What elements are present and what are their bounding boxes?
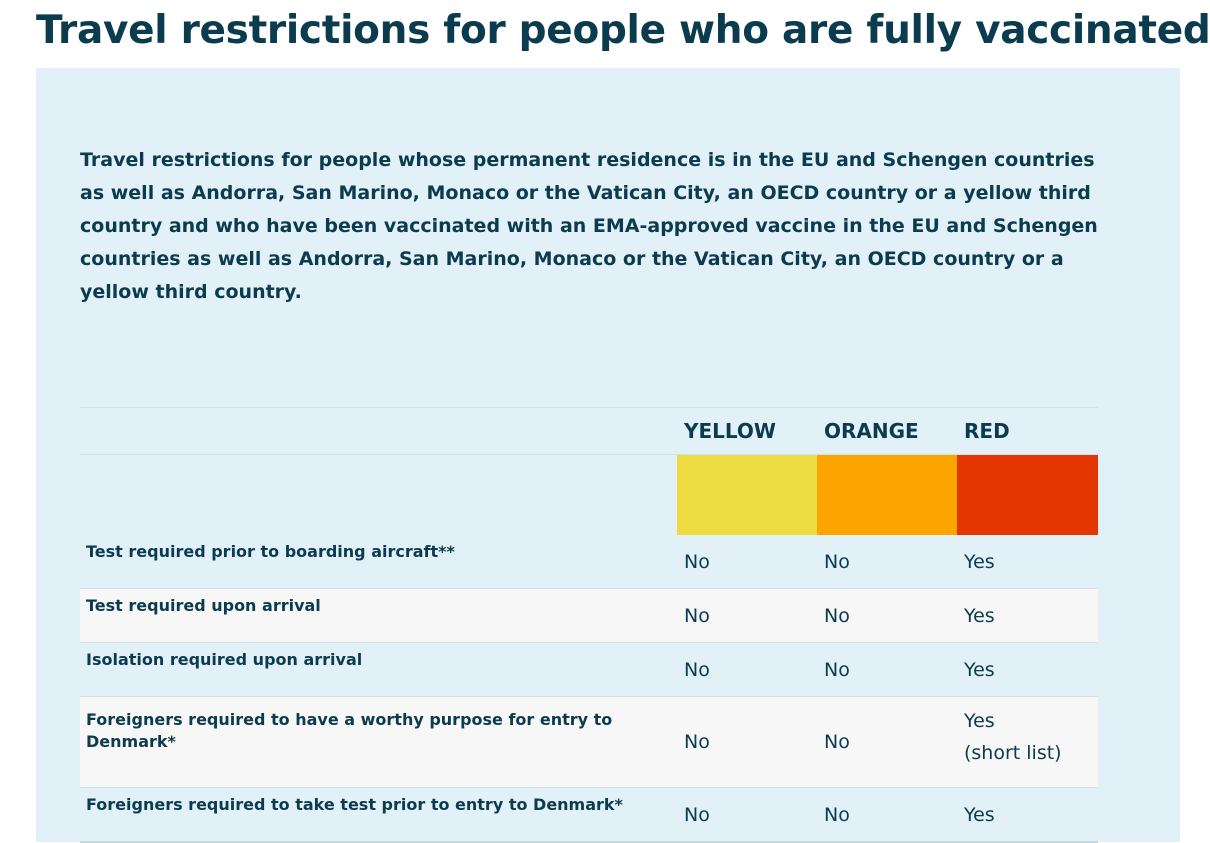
yellow-swatch <box>677 454 817 535</box>
red-value: Yes <box>957 588 1098 643</box>
table-row: Isolation required upon arrival No No Ye… <box>80 642 1098 697</box>
table-row: Foreigners required to have a worthy pur… <box>80 696 1098 788</box>
orange-value: No <box>817 787 957 843</box>
red-value: Yes <box>964 710 995 732</box>
row-label: Foreigners required to have a worthy pur… <box>80 696 677 788</box>
orange-value: No <box>817 588 957 643</box>
yellow-value: No <box>677 642 817 697</box>
column-header-yellow: YELLOW <box>677 407 817 455</box>
yellow-value: No <box>677 787 817 843</box>
column-header-orange: ORANGE <box>817 407 957 455</box>
restrictions-panel: Travel restrictions for people whose per… <box>36 68 1180 843</box>
red-value: Yes <box>957 642 1098 697</box>
orange-value: No <box>817 642 957 697</box>
table-row: Test required upon arrival No No Yes <box>80 588 1098 643</box>
table-header-row: YELLOW ORANGE RED <box>80 407 1098 455</box>
row-label: Foreigners required to take test prior t… <box>80 787 677 843</box>
color-swatch-row <box>80 454 1098 536</box>
table-row: Test required prior to boarding aircraft… <box>80 535 1098 589</box>
swatch-empty-cell <box>80 455 677 536</box>
red-value-note: (short list) <box>964 742 1062 764</box>
page-title: Travel restrictions for people who are f… <box>36 8 1210 53</box>
orange-swatch <box>817 454 957 535</box>
table-row: Foreigners required to take test prior t… <box>80 787 1098 843</box>
column-header-red: RED <box>957 407 1098 455</box>
restrictions-table: YELLOW ORANGE RED Test required prior to… <box>80 407 1098 843</box>
red-value: Yes <box>957 535 1098 589</box>
yellow-value: No <box>677 588 817 643</box>
intro-text: Travel restrictions for people whose per… <box>80 149 1098 303</box>
header-empty-cell <box>80 407 677 455</box>
row-label: Isolation required upon arrival <box>80 642 677 697</box>
row-label: Test required prior to boarding aircraft… <box>80 535 677 589</box>
red-value-cell: Yes (short list) <box>957 696 1098 788</box>
yellow-value: No <box>677 535 817 589</box>
red-swatch <box>957 454 1098 535</box>
orange-value: No <box>817 535 957 589</box>
red-value: Yes <box>957 787 1098 843</box>
row-label: Test required upon arrival <box>80 588 677 643</box>
orange-value: No <box>817 696 957 788</box>
yellow-value: No <box>677 696 817 788</box>
